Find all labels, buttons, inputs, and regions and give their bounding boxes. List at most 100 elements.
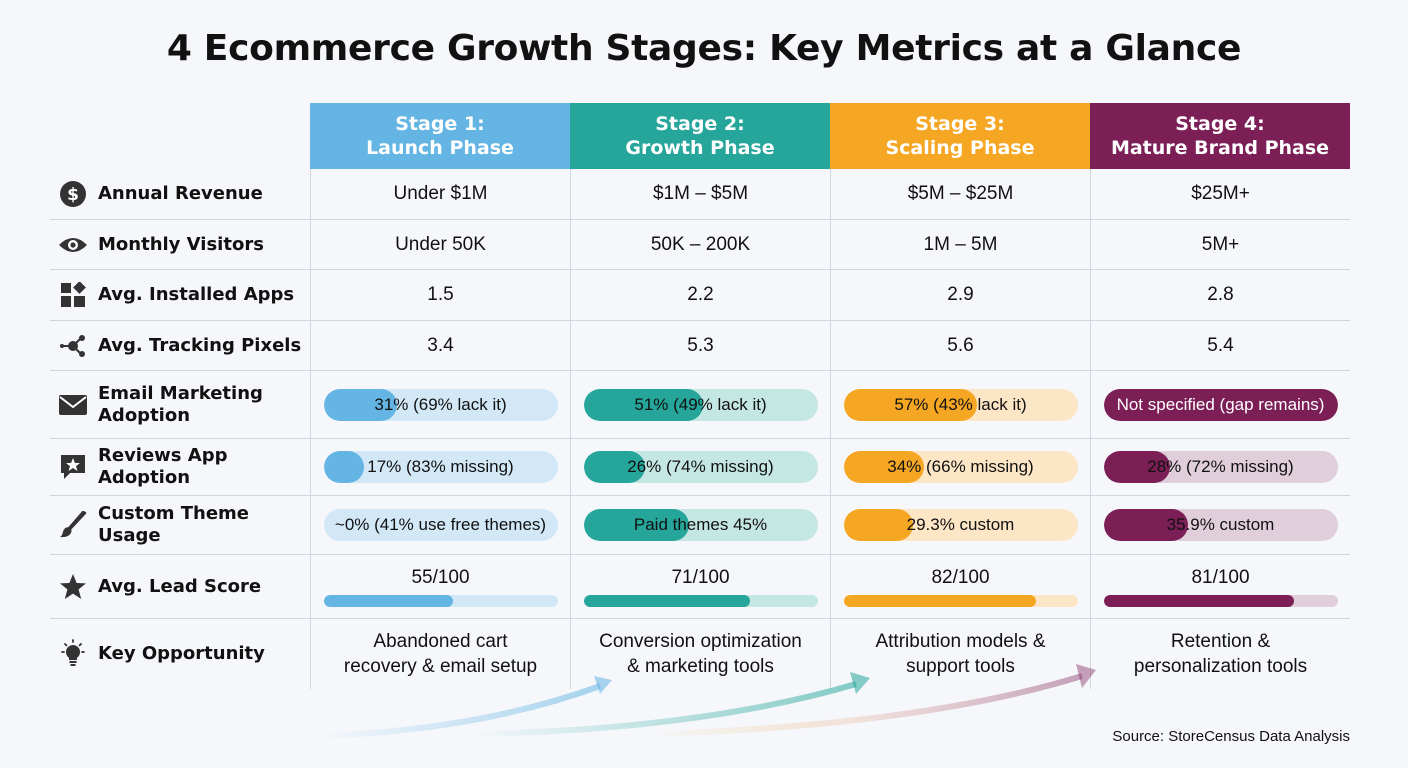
cell-key-opportunity-4: Retention & personalization tools — [1090, 619, 1350, 689]
pill-fill — [1103, 451, 1170, 483]
cell-email-marketing-2: 51% (49% lack it) — [570, 371, 830, 439]
row-label-key-opportunity: Key Opportunity — [50, 619, 310, 689]
lead-score-value: 82/100 — [931, 566, 990, 588]
cell-key-opportunity-2: Conversion optimization & marketing tool… — [570, 619, 830, 689]
adoption-pill: 31% (69% lack it) — [323, 388, 558, 421]
lead-score-value: 71/100 — [671, 566, 730, 588]
star-icon — [58, 572, 88, 602]
stage-header-line2: Scaling Phase — [885, 137, 1035, 159]
cell-monthly-visitors-4: 5M+ — [1090, 220, 1350, 270]
pill-text: Not specified (gap remains) — [1116, 394, 1325, 414]
row-label-text: Avg. Tracking Pixels — [98, 334, 302, 356]
stage-header-line2: Growth Phase — [625, 137, 775, 159]
cell-tracking-pixels-3: 5.6 — [830, 321, 1090, 371]
stage-header-line1: Stage 1: — [395, 113, 485, 135]
svg-text:$: $ — [67, 185, 79, 205]
cell-key-opportunity-1: Abandoned cart recovery & email setup — [310, 619, 570, 689]
pill-fill — [583, 388, 703, 421]
share-nodes-icon — [58, 331, 88, 361]
adoption-pill: Paid themes 45% — [583, 509, 818, 541]
cell-reviews-app-3: 34% (66% missing) — [830, 439, 1090, 496]
opportunity-line1: Attribution models & — [875, 631, 1046, 652]
pill-text: ~0% (41% use free themes) — [334, 515, 547, 534]
lead-score-fill — [323, 594, 453, 607]
cell-lead-score-2: 71/100 — [570, 555, 830, 619]
cell-tracking-pixels-4: 5.4 — [1090, 321, 1350, 371]
row-label-text: Key Opportunity — [98, 643, 265, 664]
stage-header-2: Stage 2: Growth Phase — [570, 103, 830, 169]
cell-email-marketing-1: 31% (69% lack it) — [310, 371, 570, 439]
cell-annual-revenue-3: $5M – $25M — [830, 169, 1090, 220]
row-label-text: Monthly Visitors — [98, 233, 264, 255]
adoption-pill: 34% (66% missing) — [843, 451, 1078, 483]
row-label-text: Avg. Installed Apps — [98, 284, 295, 305]
lead-score-bar — [843, 594, 1078, 607]
header-corner — [50, 103, 310, 169]
cell-custom-theme-1: ~0% (41% use free themes) — [310, 496, 570, 555]
row-label-reviews-app: Reviews App Adoption — [50, 439, 310, 496]
opportunity-line2: & marketing tools — [627, 656, 774, 677]
cell-monthly-visitors-3: 1M – 5M — [830, 220, 1090, 270]
adoption-pill: 51% (49% lack it) — [583, 388, 818, 421]
pill-text: 35.9% custom — [1166, 515, 1275, 534]
stage-header-line2: Mature Brand Phase — [1110, 137, 1330, 159]
opportunity-line1: Abandoned cart — [373, 631, 508, 652]
stage-header-line1: Stage 3: — [915, 113, 1005, 135]
cell-installed-apps-3: 2.9 — [830, 270, 1090, 321]
progression-arrow-2 — [469, 681, 857, 737]
page-title: 4 Ecommerce Growth Stages: Key Metrics a… — [166, 28, 1242, 69]
pill-fill — [1103, 509, 1188, 541]
adoption-pill: ~0% (41% use free themes) — [323, 509, 558, 541]
row-label-text: Reviews App Adoption — [98, 445, 228, 488]
source-note: Source: StoreCensus Data Analysis — [1112, 728, 1350, 745]
cell-custom-theme-4: 35.9% custom — [1090, 496, 1350, 555]
dollar-circle-icon: $ — [58, 179, 88, 209]
lead-score-fill — [1103, 594, 1294, 607]
stage-header-4: Stage 4: Mature Brand Phase — [1090, 103, 1350, 169]
cell-annual-revenue-1: Under $1M — [310, 169, 570, 220]
row-label-text: Adoption — [98, 404, 191, 426]
cell-installed-apps-2: 2.2 — [570, 270, 830, 321]
cell-lead-score-3: 82/100 — [830, 555, 1090, 619]
envelope-icon — [58, 390, 88, 420]
row-label-monthly-visitors: Monthly Visitors — [50, 220, 310, 270]
opportunity-line1: Conversion optimization — [599, 631, 802, 652]
opportunity-line2: personalization tools — [1133, 656, 1308, 677]
lead-score-bar — [583, 594, 818, 607]
lightbulb-icon — [58, 639, 88, 669]
cell-email-marketing-3: 57% (43% lack it) — [830, 371, 1090, 439]
cell-custom-theme-2: Paid themes 45% — [570, 496, 830, 555]
cell-annual-revenue-2: $1M – $5M — [570, 169, 830, 220]
stage-header-line2: Launch Phase — [366, 137, 514, 159]
pill-text: 51% (49% lack it) — [634, 394, 767, 414]
lead-score-value: 81/100 — [1191, 566, 1250, 588]
paintbrush-icon — [58, 510, 88, 540]
cell-custom-theme-3: 29.3% custom — [830, 496, 1090, 555]
adoption-pill: 57% (43% lack it) — [843, 388, 1078, 421]
cell-reviews-app-2: 26% (74% missing) — [570, 439, 830, 496]
pill-fill — [583, 509, 689, 541]
cell-email-marketing-4: Not specified (gap remains) — [1090, 371, 1350, 439]
stage-header-line1: Stage 4: — [1175, 113, 1265, 135]
apps-grid-icon — [58, 280, 88, 310]
lead-score-fill — [843, 594, 1036, 607]
adoption-pill: 29.3% custom — [843, 509, 1078, 541]
lead-score-bar — [323, 594, 558, 607]
cell-monthly-visitors-2: 50K – 200K — [570, 220, 830, 270]
row-label-installed-apps: Avg. Installed Apps — [50, 270, 310, 321]
cell-installed-apps-1: 1.5 — [310, 270, 570, 321]
cell-reviews-app-1: 17% (83% missing) — [310, 439, 570, 496]
cell-lead-score-1: 55/100 — [310, 555, 570, 619]
adoption-pill: 28% (72% missing) — [1103, 451, 1338, 483]
pill-text: 31% (69% lack it) — [374, 394, 507, 414]
adoption-pill: Not specified (gap remains) — [1103, 388, 1338, 421]
row-label-text: Email Marketing — [98, 382, 263, 404]
lead-score-value: 55/100 — [411, 566, 470, 588]
stage-header-1: Stage 1: Launch Phase — [310, 103, 570, 169]
adoption-pill: 35.9% custom — [1103, 509, 1338, 541]
cell-tracking-pixels-1: 3.4 — [310, 321, 570, 371]
star-chat-icon — [58, 452, 88, 482]
pill-text: Paid themes 45% — [633, 515, 768, 534]
row-label-annual-revenue: $ Annual Revenue — [50, 169, 310, 220]
cell-key-opportunity-3: Attribution models & support tools — [830, 619, 1090, 689]
